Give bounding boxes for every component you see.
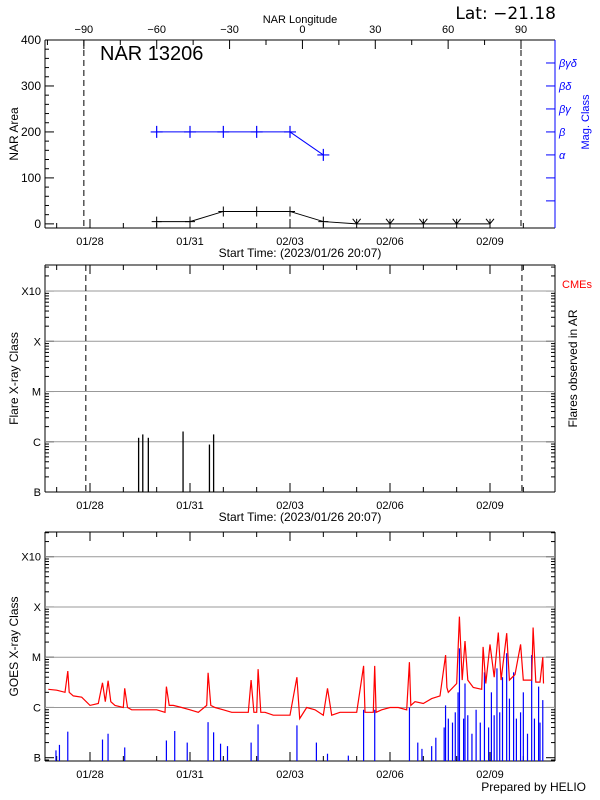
area-point: [218, 206, 229, 217]
area-y-tick-label: 0: [34, 217, 41, 231]
longitude-tick-label: 90: [515, 24, 527, 36]
area-point: [485, 218, 495, 225]
mag-class-point: [184, 125, 196, 138]
flare-panel-y-tick-label: C: [33, 437, 41, 449]
flare-panel-y-tick-label: X: [34, 336, 42, 348]
region-title: NAR 13206: [100, 43, 203, 65]
goes-panel-date-tick-label: 02/03: [276, 769, 304, 781]
goes-panel-y-tick-label: X: [34, 602, 42, 614]
mag-class-point: [250, 125, 263, 138]
flare-panel-date-tick-label: 02/09: [476, 500, 504, 512]
longitude-tick-label: 60: [442, 24, 454, 36]
area-y-tick-label: 300: [21, 79, 41, 93]
mag-class-point: [317, 148, 330, 161]
mag-class-tick-label: β: [558, 127, 566, 139]
goes-panel-date-tick-label: 01/28: [76, 769, 104, 781]
flare-panel-date-tick-label: 01/28: [76, 500, 104, 512]
goes-panel-date-tick-label: 02/09: [476, 769, 504, 781]
area-panel-x-axis-title: Start Time: (2023/01/26 20:07): [219, 246, 382, 260]
area-panel-date-tick-label: 02/09: [476, 236, 504, 248]
goes-panel-y-tick-label: B: [34, 753, 41, 765]
area-y-axis-title: NAR Area: [7, 107, 21, 161]
flare-panel-x-axis-title: Start Time: (2023/01/26 20:07): [219, 510, 382, 524]
mag-class-point: [217, 125, 230, 138]
area-point: [185, 216, 195, 227]
area-point: [285, 206, 295, 217]
mag-class-point: [150, 125, 163, 138]
cme-label: CMEs: [562, 279, 592, 291]
mag-class-tick-label: βγδ: [558, 58, 578, 70]
goes-panel-y-tick-label: C: [33, 702, 41, 714]
flare-panel-date-tick-label: 01/31: [176, 500, 204, 512]
area-point: [418, 218, 428, 225]
longitude-tick-label: 0: [299, 24, 305, 36]
goes-panel-y-tick-label: X10: [21, 552, 41, 564]
latitude-label: Lat: −21.18: [455, 4, 556, 24]
goes-panel-y-axis-title: GOES X-ray Class: [7, 596, 21, 696]
goes-flux-line: [48, 616, 545, 721]
goes-panel-y-tick-label: M: [32, 652, 41, 664]
credit-label: Prepared by HELIO: [481, 780, 586, 794]
flares-observed-axis-title: Flares observed in AR: [566, 309, 580, 427]
area-y-tick-label: 400: [21, 33, 41, 47]
area-point: [251, 206, 262, 217]
area-point: [385, 218, 395, 225]
mag-class-tick-label: βδ: [558, 81, 572, 93]
flare-panel-y-axis-title: Flare X-ray Class: [7, 332, 21, 425]
flare-panel-y-tick-label: X10: [21, 286, 41, 298]
area-point: [452, 218, 462, 225]
area-y-tick-label: 100: [21, 171, 41, 185]
longitude-tick-label: −30: [220, 24, 239, 36]
mag-class-axis-title: Mag. Class: [580, 94, 592, 150]
area-y-tick-label: 200: [21, 125, 41, 139]
area-point: [318, 216, 329, 227]
goes-panel-date-tick-label: 01/31: [176, 769, 204, 781]
area-panel-date-tick-label: 01/28: [76, 236, 104, 248]
longitude-tick-label: 30: [369, 24, 381, 36]
mag-class-tick-label: α: [559, 150, 566, 162]
flare-panel-date-tick-label: 02/06: [376, 500, 404, 512]
goes-panel-date-tick-label: 02/06: [376, 769, 404, 781]
area-panel-date-tick-label: 01/31: [176, 236, 204, 248]
longitude-axis-title: NAR Longitude: [263, 14, 338, 26]
area-panel-date-tick-label: 02/03: [276, 236, 304, 248]
longitude-tick-label: −90: [75, 24, 94, 36]
area-point: [352, 218, 362, 225]
mag-class-tick-label: βγ: [558, 104, 572, 116]
flare-panel-y-tick-label: M: [32, 387, 41, 399]
longitude-tick-label: −60: [147, 24, 166, 36]
flare-panel-y-tick-label: B: [34, 487, 41, 499]
area-point: [151, 216, 162, 227]
mag-class-series-line: [156, 131, 324, 156]
mag-class-point: [284, 125, 296, 138]
area-panel-date-tick-label: 02/06: [376, 236, 404, 248]
flare-panel-date-tick-label: 02/03: [276, 500, 304, 512]
